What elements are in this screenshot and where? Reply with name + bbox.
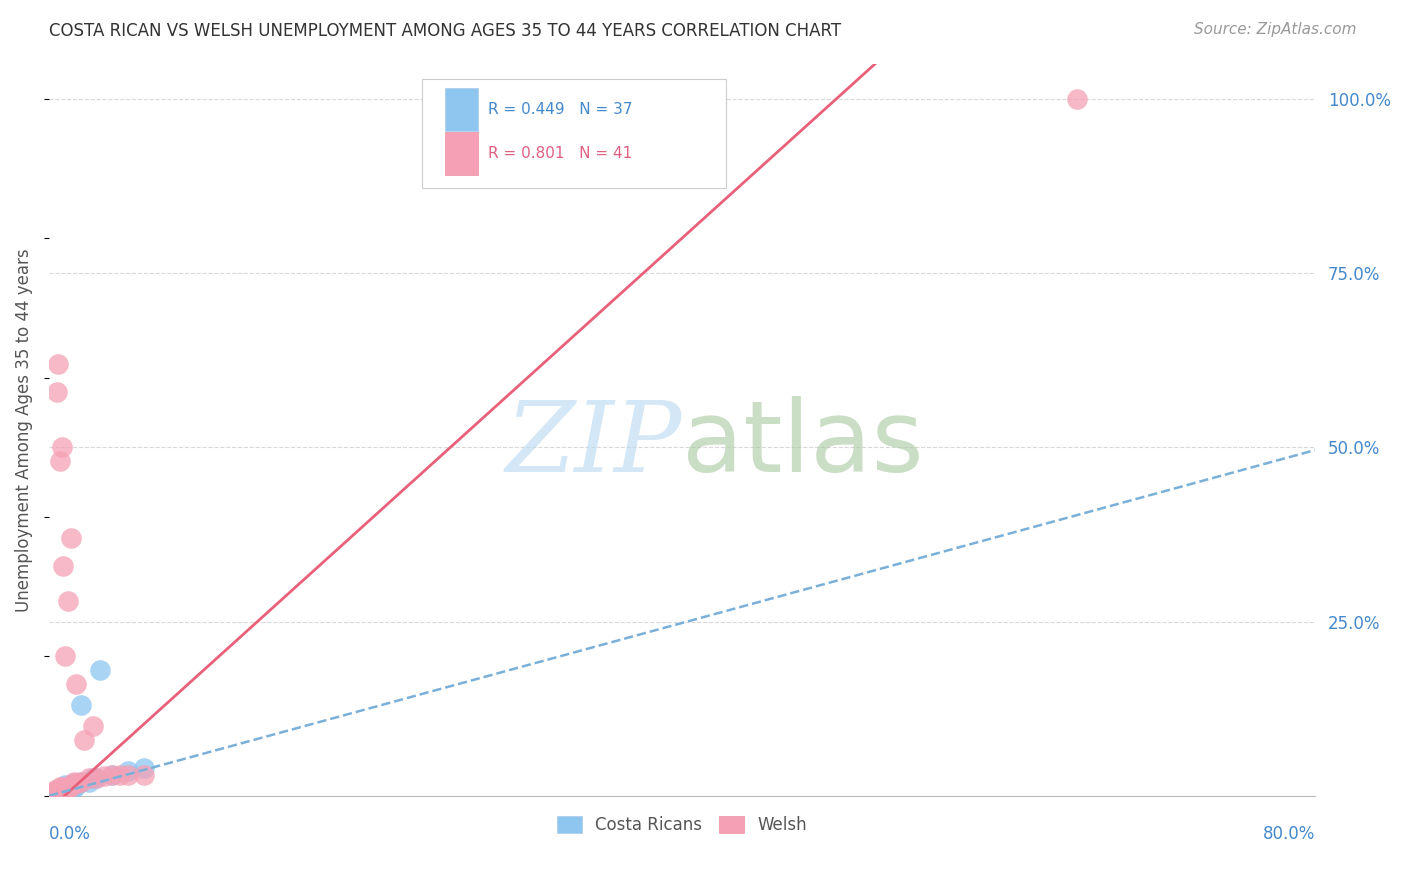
- Point: [63, 779, 86, 793]
- Point: [89, 664, 111, 678]
- Text: 0.0%: 0.0%: [49, 825, 91, 843]
- Point: [52, 782, 75, 797]
- Point: [1066, 92, 1088, 106]
- Text: COSTA RICAN VS WELSH UNEMPLOYMENT AMONG AGES 35 TO 44 YEARS CORRELATION CHART: COSTA RICAN VS WELSH UNEMPLOYMENT AMONG …: [49, 22, 841, 40]
- Point: [132, 768, 155, 782]
- Point: [56, 780, 79, 795]
- Point: [48, 357, 70, 371]
- Point: [52, 781, 75, 796]
- FancyBboxPatch shape: [446, 88, 478, 131]
- Point: [53, 780, 76, 795]
- Point: [45, 785, 67, 799]
- Point: [66, 776, 89, 790]
- Point: [51, 780, 73, 795]
- Point: [58, 781, 80, 796]
- Point: [117, 764, 139, 779]
- Point: [82, 772, 104, 786]
- Point: [51, 781, 73, 796]
- Point: [49, 785, 72, 799]
- Point: [117, 768, 139, 782]
- Point: [69, 775, 91, 789]
- Point: [77, 772, 100, 786]
- Text: 80.0%: 80.0%: [1263, 825, 1315, 843]
- Point: [51, 441, 73, 455]
- Point: [52, 781, 75, 796]
- FancyBboxPatch shape: [422, 78, 725, 188]
- Point: [52, 784, 75, 798]
- Point: [45, 384, 67, 399]
- Point: [53, 781, 76, 796]
- Point: [86, 772, 108, 786]
- Point: [52, 558, 75, 573]
- Point: [66, 778, 89, 792]
- Point: [52, 783, 75, 797]
- Point: [60, 531, 83, 545]
- Point: [45, 784, 67, 798]
- Point: [108, 768, 131, 782]
- Point: [93, 769, 115, 783]
- Point: [44, 783, 66, 797]
- Point: [48, 784, 70, 798]
- Point: [45, 783, 67, 797]
- Point: [49, 782, 72, 797]
- Point: [45, 785, 67, 799]
- Point: [82, 719, 104, 733]
- Point: [49, 783, 72, 797]
- Point: [53, 649, 76, 664]
- Point: [48, 781, 70, 796]
- Text: R = 0.449   N = 37: R = 0.449 N = 37: [488, 102, 633, 117]
- Point: [53, 782, 76, 797]
- Point: [53, 778, 76, 792]
- Y-axis label: Unemployment Among Ages 35 to 44 years: Unemployment Among Ages 35 to 44 years: [15, 248, 32, 612]
- Point: [73, 733, 96, 747]
- Point: [49, 784, 72, 798]
- Point: [69, 775, 91, 789]
- Point: [45, 783, 67, 797]
- Point: [55, 781, 77, 796]
- Point: [56, 593, 79, 607]
- Point: [101, 768, 124, 782]
- Text: Source: ZipAtlas.com: Source: ZipAtlas.com: [1194, 22, 1357, 37]
- Legend: Costa Ricans, Welsh: Costa Ricans, Welsh: [548, 807, 815, 842]
- Point: [63, 776, 86, 790]
- Point: [56, 783, 79, 797]
- Point: [45, 784, 67, 798]
- Point: [51, 782, 73, 797]
- Point: [49, 454, 72, 468]
- FancyBboxPatch shape: [446, 132, 478, 176]
- Point: [86, 772, 108, 786]
- Point: [49, 783, 72, 797]
- Point: [77, 775, 100, 789]
- Point: [69, 698, 91, 713]
- Point: [58, 778, 80, 792]
- Point: [58, 778, 80, 792]
- Point: [62, 778, 84, 792]
- Point: [44, 785, 66, 799]
- Point: [51, 785, 73, 799]
- Point: [51, 781, 73, 796]
- Point: [49, 780, 72, 795]
- Point: [56, 781, 79, 796]
- Point: [132, 761, 155, 775]
- Point: [53, 784, 76, 798]
- Point: [53, 782, 76, 797]
- Point: [53, 785, 76, 799]
- Text: ZIP: ZIP: [506, 397, 682, 492]
- Point: [62, 778, 84, 792]
- Point: [65, 677, 87, 691]
- Point: [51, 783, 73, 797]
- Point: [63, 775, 86, 789]
- Text: R = 0.801   N = 41: R = 0.801 N = 41: [488, 145, 633, 161]
- Point: [62, 781, 84, 796]
- Text: atlas: atlas: [682, 396, 924, 493]
- Point: [45, 785, 67, 799]
- Point: [101, 768, 124, 782]
